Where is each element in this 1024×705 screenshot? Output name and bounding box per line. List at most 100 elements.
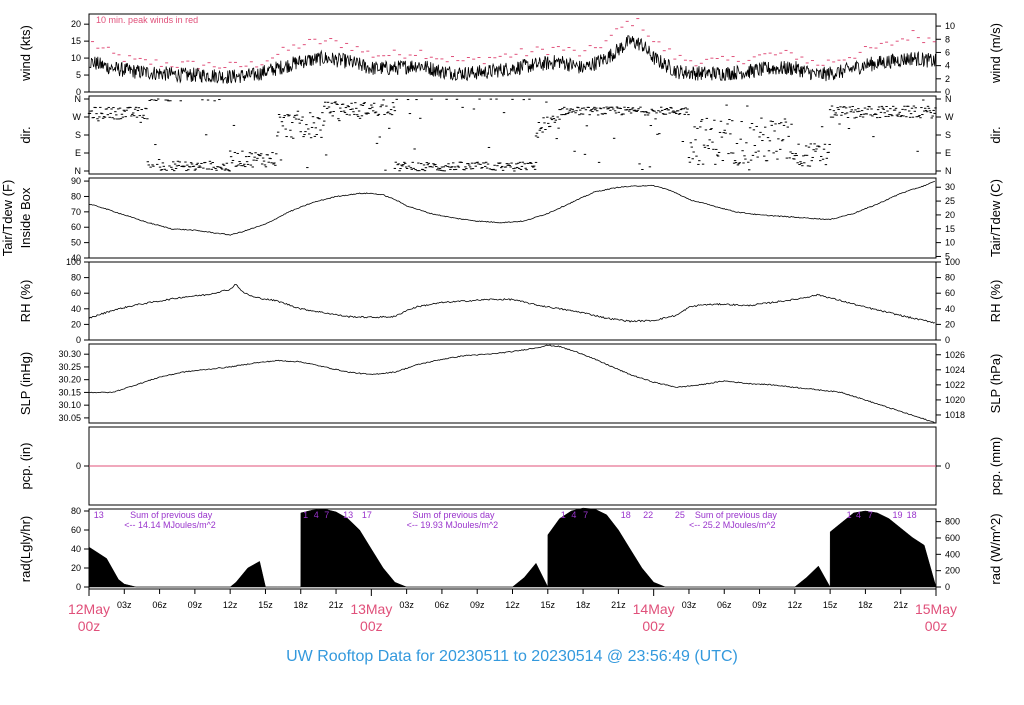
direction-panel-frame	[88, 95, 937, 175]
slp-hpa-axis-label: 1020	[945, 395, 965, 405]
slp-inhg-axis-label: 30.15	[58, 387, 81, 397]
pressure-ylabel-right: SLP (hPa)	[988, 354, 1003, 414]
rh-right-axis-label: 0	[945, 335, 950, 345]
radiation-annotation: 4	[571, 510, 576, 520]
slp-hpa-axis-label: 1024	[945, 365, 965, 375]
humidity-ylabel-right: RH (%)	[988, 280, 1003, 323]
x-axis-label: 12z	[505, 600, 520, 610]
rad-wm2-axis-label: 0	[945, 582, 950, 592]
humidity-line	[88, 284, 935, 324]
wind-ms-axis-label: 6	[945, 47, 950, 57]
radiation-area	[88, 507, 937, 588]
rad-lgly-axis-label: 20	[71, 563, 81, 573]
direction-left-label: W	[73, 112, 82, 122]
radiation-ylabel-right: rad (W/m^2)	[988, 513, 1003, 584]
slp-inhg-axis-label: 30.20	[58, 375, 81, 385]
wind-ylabel-right: wind (m/s)	[988, 23, 1003, 84]
temp-f-axis-label: 80	[71, 191, 81, 201]
precipitation-ylabel-left: pcp. (in)	[18, 443, 33, 490]
pressure-line	[88, 344, 936, 424]
radiation-annotation: <-- 25.2 MJoules/m^2	[689, 520, 776, 530]
pressure-ylabel-left: SLP (inHg)	[18, 352, 33, 415]
x-axis-label: 12z	[223, 600, 238, 610]
slp-inhg-axis-label: 30.10	[58, 400, 81, 410]
wind-ms-axis-label: 10	[945, 21, 955, 31]
rh-right-axis-label: 100	[945, 257, 960, 267]
rad-lgly-axis-label: 40	[71, 544, 81, 554]
radiation-annotation: 4	[856, 510, 861, 520]
x-axis-label: 06z	[435, 600, 450, 610]
x-axis-label: 09z	[188, 600, 203, 610]
radiation-annotation: 22	[643, 510, 653, 520]
precipitation-ylabel-right: pcp. (mm)	[988, 437, 1003, 496]
direction-left-label: S	[75, 130, 81, 140]
radiation-annotation: Sum of previous day	[413, 510, 496, 520]
direction-left-label: N	[75, 94, 82, 104]
x-axis-label: 06z	[717, 600, 732, 610]
temp-c-axis-label: 30	[945, 182, 955, 192]
rh-left-axis-label: 80	[71, 273, 81, 283]
x-axis-label: 03z	[399, 600, 414, 610]
x-axis-label: 15z	[541, 600, 556, 610]
x-axis-date-label: 12May	[68, 601, 110, 617]
wind-ms-axis-label: 8	[945, 34, 950, 44]
direction-right-label: E	[945, 148, 951, 158]
wind-kts-axis-label: 5	[76, 70, 81, 80]
radiation-annotation: 7	[583, 510, 588, 520]
rad-wm2-axis-label: 200	[945, 566, 960, 576]
temp-c-axis-label: 20	[945, 210, 955, 220]
radiation-annotation: 13	[343, 510, 353, 520]
x-axis-label: 09z	[752, 600, 767, 610]
rad-wm2-axis-label: 600	[945, 533, 960, 543]
temperature-ylabel-right: Tair/Tdew (C)	[988, 179, 1003, 257]
x-axis-date-label: 14May	[633, 601, 675, 617]
radiation-annotation: Sum of previous day	[695, 510, 778, 520]
wind-ms-axis-label: 4	[945, 61, 950, 71]
x-axis-label: 18z	[576, 600, 591, 610]
slp-hpa-axis-label: 1022	[945, 380, 965, 390]
radiation-annotations: 13 Sum of previous day<-- 14.14 MJoules/m…	[94, 510, 917, 530]
pressure-panel-frame	[88, 343, 937, 424]
wind-ylabel-left: wind (kts)	[18, 25, 33, 82]
humidity-panel-frame	[88, 261, 937, 341]
direction-left-label: E	[75, 148, 81, 158]
rh-left-axis-label: 40	[71, 304, 81, 314]
slp-hpa-axis-label: 1018	[945, 410, 965, 420]
x-axis-label: 18z	[293, 600, 308, 610]
temp-c-axis-label: 15	[945, 224, 955, 234]
temp-f-axis-label: 90	[71, 176, 81, 186]
rh-right-axis-label: 40	[945, 304, 955, 314]
rad-wm2-axis-label: 800	[945, 517, 960, 527]
x-axis-label: 21z	[611, 600, 626, 610]
x-axis-label: 21z	[329, 600, 344, 610]
rad-lgly-axis-label: 0	[76, 582, 81, 592]
wind-peak-series	[91, 18, 936, 70]
pcp-in-axis-label: 0	[76, 461, 81, 471]
rad-lgly-axis-label: 80	[71, 506, 81, 516]
wind-speed-line	[88, 35, 937, 85]
wind-kts-axis-label: 20	[71, 19, 81, 29]
x-axis-hour-label: 00z	[642, 618, 665, 634]
temperature-ylabel-left2: Inside Box	[18, 187, 33, 248]
temperature-panel-frame	[88, 177, 937, 259]
rh-left-axis-label: 20	[71, 319, 81, 329]
x-axis-date-label: 15May	[915, 601, 957, 617]
temperature-ylabel-left: Tair/Tdew (F)	[0, 180, 15, 257]
wind-ms-axis-label: 0	[945, 87, 950, 97]
rh-left-axis-label: 60	[71, 288, 81, 298]
radiation-annotation: 18	[907, 510, 917, 520]
direction-left-label: N	[75, 166, 82, 176]
radiation-annotation: 13	[94, 510, 104, 520]
direction-ylabel-left: dir.	[18, 126, 33, 143]
radiation-annotation: 18	[621, 510, 631, 520]
temp-c-axis-label: 10	[945, 238, 955, 248]
rh-left-axis-label: 100	[66, 257, 81, 267]
radiation-annotation: 1	[561, 510, 566, 520]
x-axis-label: 12z	[788, 600, 803, 610]
rad-wm2-axis-label: 400	[945, 549, 960, 559]
temp-f-axis-label: 50	[71, 238, 81, 248]
wind-panel-frame	[88, 13, 937, 93]
footer-title: UW Rooftop Data for 20230511 to 20230514…	[286, 648, 738, 665]
direction-series	[87, 98, 937, 172]
radiation-annotation: 19	[892, 510, 902, 520]
